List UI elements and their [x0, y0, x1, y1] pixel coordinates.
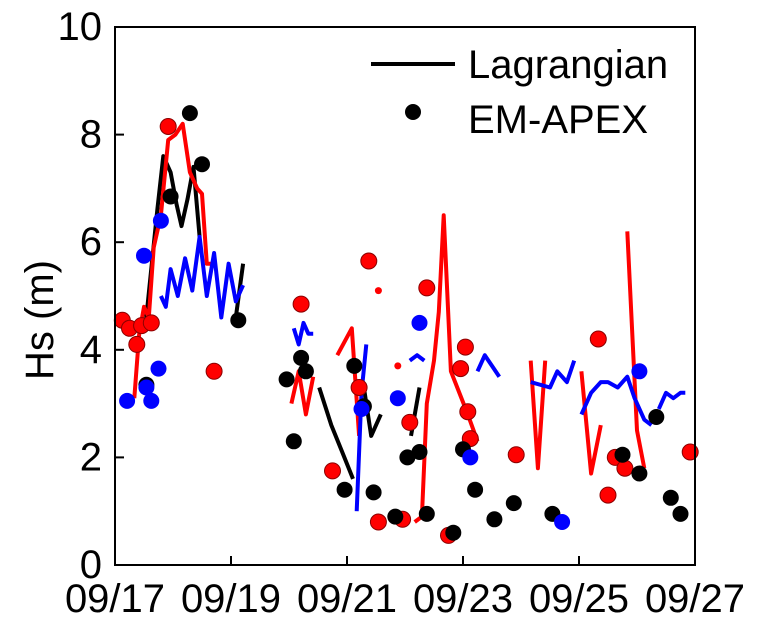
y-axis-label-group: Hs (m) [18, 260, 62, 380]
data-point-black-50 [614, 446, 631, 463]
data-point-red-21 [507, 446, 525, 464]
series-line-red-6 [132, 121, 215, 399]
data-point-black-47 [486, 511, 503, 528]
x-tick-label-4: 09/23 [413, 577, 513, 621]
data-point-black-44 [445, 524, 462, 541]
data-point-blue-62 [389, 390, 406, 407]
data-point-black-43 [418, 505, 435, 522]
data-point-black-35 [297, 363, 314, 380]
data-point-black-39 [365, 484, 382, 501]
x-tick-label-2: 09/19 [181, 577, 281, 621]
data-point-red-18 [456, 338, 474, 356]
data-point-red-10 [350, 379, 368, 396]
data-point-red-17 [452, 360, 470, 378]
plot-frame [114, 26, 696, 566]
data-point-black-53 [662, 489, 679, 506]
data-point-black-29 [181, 105, 198, 122]
small-data-point-2 [394, 362, 402, 370]
data-point-black-32 [278, 371, 295, 388]
data-point-black-52 [648, 409, 665, 425]
series-line-blue-20 [656, 390, 686, 410]
series-line-red-10 [528, 360, 548, 471]
y-axis-label: Hs (m) [18, 260, 62, 380]
data-point-black-48 [505, 495, 522, 512]
data-point-black-42 [411, 444, 428, 460]
series-line-blue-17 [475, 353, 501, 378]
legend-dot-swatch [405, 104, 421, 120]
data-point-blue-63 [411, 314, 428, 331]
series-line-red-12 [625, 231, 647, 469]
x-tick-label-1: 09/17 [65, 577, 165, 621]
series-line-red-8 [335, 326, 362, 437]
data-point-blue-66 [631, 363, 648, 380]
data-point-red-6 [159, 118, 177, 135]
data-point-black-54 [672, 505, 689, 522]
data-point-red-11 [360, 252, 378, 270]
data-point-black-28 [162, 188, 179, 205]
data-point-blue-57 [138, 379, 155, 396]
series-line-blue-18 [530, 359, 577, 390]
y-tick-label-8: 8 [80, 113, 102, 157]
small-data-point-1 [374, 287, 382, 295]
data-point-red-7 [205, 362, 223, 380]
y-tick-label-2: 2 [80, 435, 102, 479]
legend: Lagrangian EM-APEX [371, 43, 668, 142]
data-point-red-23 [599, 486, 617, 504]
legend-label-em-apex: EM-APEX [468, 98, 648, 142]
data-point-black-37 [346, 357, 363, 374]
series-line-blue-16 [408, 353, 426, 363]
data-point-black-46 [467, 481, 484, 498]
plot-area: 0 2 4 6 8 10 09/17 09/19 09/21 09/23 09/25 09/27 [58, 5, 746, 621]
data-point-blue-64 [462, 449, 479, 466]
data-point-black-33 [285, 433, 302, 450]
data-point-black-31 [230, 312, 247, 329]
x-tick-label-3: 09/21 [297, 577, 397, 621]
data-point-red-19 [459, 403, 477, 421]
data-point-black-34 [293, 349, 310, 366]
data-point-black-30 [194, 156, 210, 173]
series-line-blue-14 [291, 320, 314, 347]
series-line-black-3 [317, 386, 355, 480]
x-tick-label-6: 09/27 [645, 577, 745, 621]
legend-label-lagrangian: Lagrangian [468, 43, 668, 87]
data-point-blue-65 [554, 514, 571, 530]
data-point-red-14 [401, 413, 419, 431]
data-point-blue-59 [150, 360, 167, 377]
data-point-red-3 [128, 335, 146, 353]
y-tick-label-4: 4 [80, 328, 102, 372]
data-point-black-40 [387, 508, 404, 525]
data-point-blue-60 [152, 212, 169, 229]
data-point-red-25 [616, 459, 634, 477]
data-point-red-15 [418, 279, 436, 297]
y-tick-label-6: 6 [80, 220, 102, 264]
data-point-black-51 [631, 465, 648, 482]
data-point-black-41 [399, 449, 416, 466]
data-point-red-8 [292, 295, 310, 313]
series-line-red-9 [413, 213, 480, 524]
y-tick-label-10: 10 [58, 5, 103, 49]
data-point-red-5 [142, 314, 160, 332]
data-point-blue-55 [119, 392, 136, 409]
y-tick-label-0: 0 [80, 543, 102, 587]
data-point-blue-56 [136, 247, 152, 264]
data-point-red-22 [589, 330, 607, 348]
data-point-black-36 [336, 481, 353, 498]
series-line-red-7 [289, 369, 316, 417]
series-line-blue-13 [159, 234, 245, 320]
series-line-blue-19 [579, 374, 653, 427]
data-point-red-12 [369, 513, 387, 531]
data-point-red-9 [324, 462, 341, 480]
data-point-blue-61 [353, 401, 370, 417]
data-point-blue-58 [143, 392, 160, 409]
x-tick-label-5: 09/25 [529, 577, 629, 621]
